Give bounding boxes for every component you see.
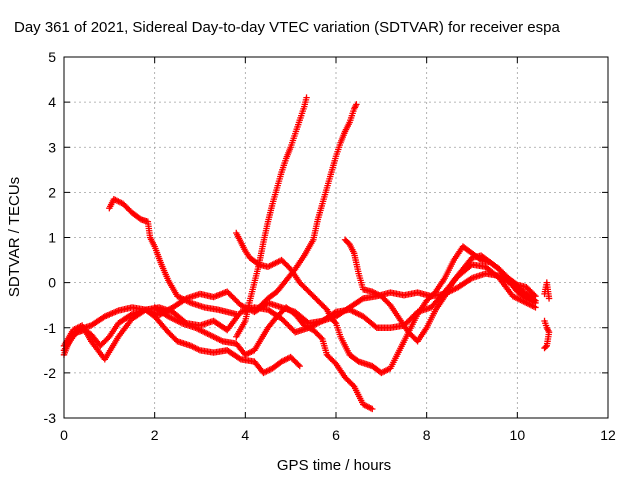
series-track-6 (151, 304, 376, 413)
y-tick-label: -2 (44, 365, 57, 381)
chart-title: Day 361 of 2021, Sidereal Day-to-day VTE… (14, 19, 560, 36)
data-point (303, 94, 310, 101)
data-point (358, 296, 366, 303)
data-point (233, 311, 240, 318)
data-point (331, 309, 338, 317)
x-tick-label: 6 (332, 427, 340, 443)
series-track-11 (541, 317, 553, 352)
series-track-8 (255, 101, 360, 311)
data-point (512, 280, 520, 288)
x-tick-label: 8 (423, 427, 431, 443)
x-tick-label: 10 (510, 427, 526, 443)
y-tick-label: -1 (44, 320, 57, 336)
x-axis-title: GPS time / hours (277, 457, 391, 474)
data-point (127, 311, 134, 319)
data-point (467, 275, 474, 283)
data-point (369, 405, 376, 413)
y-tick-label: 5 (48, 49, 56, 65)
data-point (532, 299, 539, 307)
data-point (354, 357, 361, 364)
data-point (353, 101, 360, 108)
y-tick-label: 1 (48, 230, 56, 246)
data-point (544, 326, 551, 333)
data-point (541, 344, 548, 352)
y-tick-label: 0 (48, 275, 56, 291)
y-tick-label: 4 (48, 94, 56, 110)
data-point (372, 323, 379, 330)
series-track-3 (106, 195, 240, 318)
data-point (530, 291, 538, 299)
x-tick-label: 2 (151, 427, 159, 443)
data-point (532, 292, 539, 300)
data-series (60, 94, 553, 413)
data-point (331, 318, 339, 326)
data-point (542, 343, 549, 351)
data-point (349, 381, 357, 389)
data-point (236, 355, 243, 362)
y-axis-title: SDTVAR / TECUs (6, 177, 23, 297)
series-track-10 (541, 279, 553, 302)
data-point (295, 361, 302, 369)
data-point (351, 104, 359, 111)
series-track-4 (60, 306, 303, 377)
y-tick-label: 2 (48, 184, 56, 200)
x-tick-label: 0 (60, 427, 68, 443)
series-track-9 (341, 236, 539, 345)
x-tick-label: 4 (241, 427, 249, 443)
y-tick-label: 3 (48, 139, 56, 155)
data-point (545, 295, 553, 302)
x-tick-label: 12 (600, 427, 616, 443)
data-point (317, 334, 325, 341)
series-track-7 (233, 94, 310, 340)
data-point (296, 362, 303, 370)
y-tick-label: -3 (44, 410, 57, 426)
